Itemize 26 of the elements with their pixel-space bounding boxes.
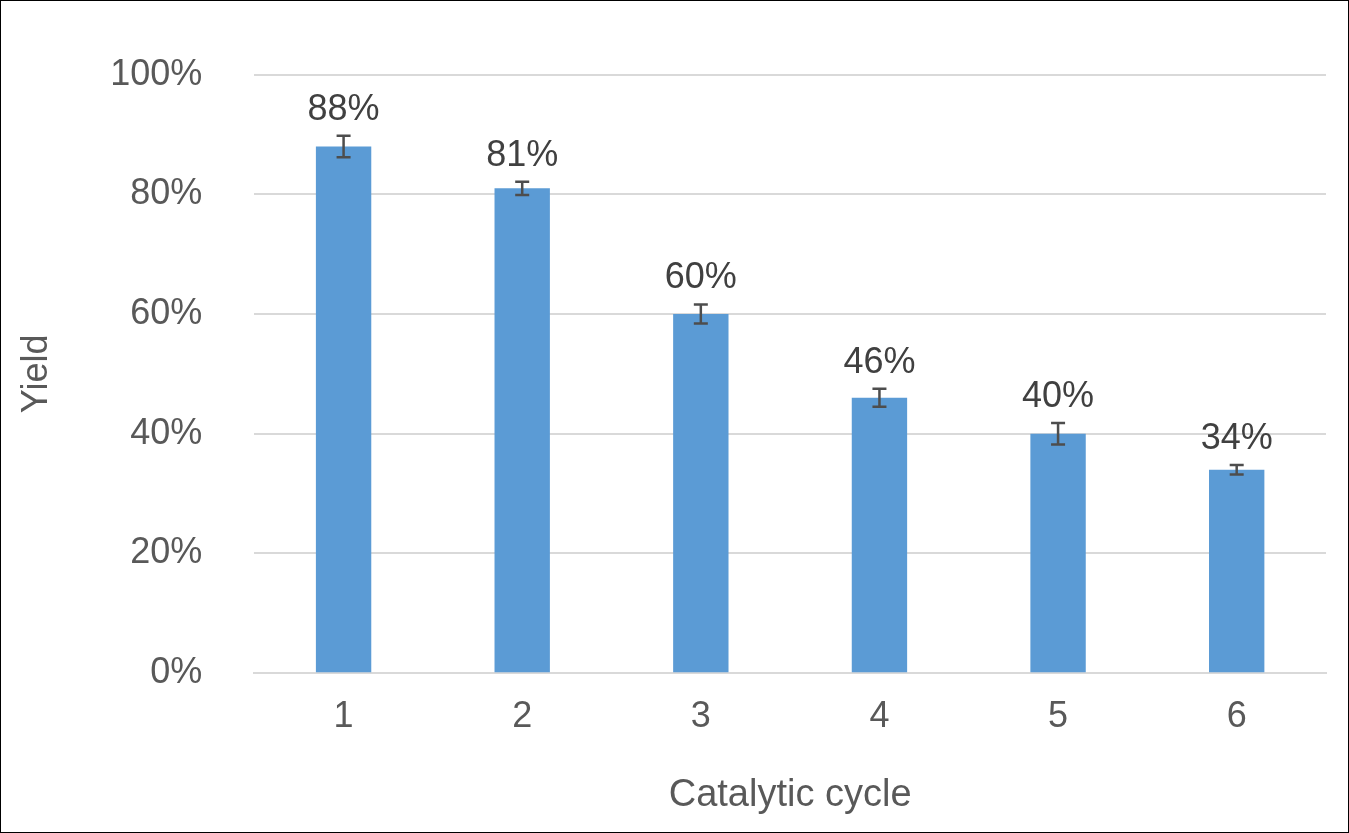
x-tick-label: 2 — [512, 693, 533, 735]
bar — [1209, 469, 1265, 673]
x-tick-label: 3 — [690, 693, 711, 735]
y-tick-label: 0% — [150, 650, 203, 692]
data-label: 60% — [664, 255, 737, 297]
bar — [673, 314, 729, 673]
bar — [1030, 433, 1086, 673]
data-label: 88% — [307, 86, 380, 128]
bar — [851, 397, 908, 673]
bar — [315, 146, 372, 673]
y-tick-label: 80% — [130, 171, 203, 213]
x-tick-label: 5 — [1048, 693, 1069, 735]
x-axis-title: Catalytic cycle — [668, 771, 912, 814]
bar — [494, 188, 550, 673]
y-tick-label: 40% — [130, 410, 203, 452]
x-tick-label: 1 — [333, 693, 354, 735]
data-label: 46% — [843, 339, 916, 381]
data-label: 40% — [1022, 373, 1095, 415]
x-tick-label: 6 — [1226, 693, 1247, 735]
data-label: 81% — [486, 132, 559, 174]
y-tick-label: 100% — [110, 51, 203, 93]
y-tick-label: 60% — [130, 290, 203, 332]
y-axis-title: Yield — [13, 334, 55, 414]
x-tick-label: 4 — [869, 693, 890, 735]
data-label: 34% — [1200, 415, 1273, 457]
y-tick-label: 20% — [130, 530, 203, 572]
